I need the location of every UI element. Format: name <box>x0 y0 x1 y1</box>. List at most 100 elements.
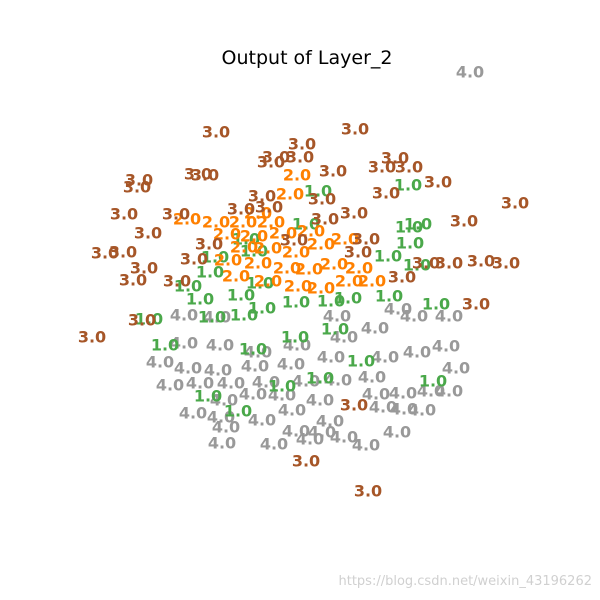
point-label-3-0: 3.0 <box>467 252 495 271</box>
point-label-3-0: 3.0 <box>286 148 314 167</box>
point-label-2-0: 2.0 <box>284 277 312 296</box>
point-label-3-0: 3.0 <box>110 205 138 224</box>
point-label-1-0: 1.0 <box>282 293 310 312</box>
point-label-3-0: 3.0 <box>388 268 416 287</box>
point-label-4-0: 4.0 <box>442 359 470 378</box>
point-label-4-0: 4.0 <box>296 430 324 449</box>
point-label-4-0: 4.0 <box>456 63 484 82</box>
point-label-4-0: 4.0 <box>248 411 276 430</box>
point-label-2-0: 2.0 <box>269 224 297 243</box>
point-label-3-0: 3.0 <box>292 452 320 471</box>
point-label-4-0: 4.0 <box>244 343 272 362</box>
point-label-1-0: 1.0 <box>268 377 296 396</box>
point-label-2-0: 2.0 <box>273 259 301 278</box>
point-label-1-0: 1.0 <box>419 372 447 391</box>
point-label-1-0: 1.0 <box>240 242 268 261</box>
point-label-2-0: 2.0 <box>358 272 386 291</box>
point-label-2-0: 2.0 <box>244 254 272 273</box>
point-label-4-0: 4.0 <box>210 391 238 410</box>
point-label-4-0: 4.0 <box>323 307 351 326</box>
point-label-4-0: 4.0 <box>317 348 345 367</box>
point-label-3-0: 3.0 <box>255 198 283 217</box>
point-label-1-0: 1.0 <box>246 274 274 293</box>
point-label-2-0: 2.0 <box>244 204 272 223</box>
point-label-2-0: 2.0 <box>331 230 359 249</box>
point-label-3-0: 3.0 <box>424 173 452 192</box>
point-label-1-0: 1.0 <box>239 340 267 359</box>
point-label-3-0: 3.0 <box>352 230 380 249</box>
point-label-2-0: 2.0 <box>345 259 373 278</box>
point-label-1-0: 1.0 <box>422 295 450 314</box>
point-label-4-0: 4.0 <box>239 385 267 404</box>
point-label-2-0: 2.0 <box>202 213 230 232</box>
point-label-3-0: 3.0 <box>412 254 440 273</box>
point-label-4-0: 4.0 <box>403 343 431 362</box>
point-label-4-0: 4.0 <box>212 418 240 437</box>
point-label-4-0: 4.0 <box>389 384 417 403</box>
point-label-3-0: 3.0 <box>248 187 276 206</box>
point-label-2-0: 2.0 <box>229 213 257 232</box>
point-label-1-0: 1.0 <box>347 352 375 371</box>
point-label-3-0: 3.0 <box>163 272 191 291</box>
point-label-3-0: 3.0 <box>78 328 106 347</box>
point-label-3-0: 3.0 <box>184 165 212 184</box>
point-label-1-0: 1.0 <box>403 256 431 275</box>
point-label-4-0: 4.0 <box>179 404 207 423</box>
point-label-1-0: 1.0 <box>232 230 260 249</box>
point-label-2-0: 2.0 <box>230 238 258 257</box>
point-label-3-0: 3.0 <box>372 184 400 203</box>
point-label-4-0: 4.0 <box>186 374 214 393</box>
point-label-4-0: 4.0 <box>156 376 184 395</box>
point-label-1-0: 1.0 <box>224 402 252 421</box>
point-label-2-0: 2.0 <box>257 213 285 232</box>
point-label-2-0: 2.0 <box>283 166 311 185</box>
point-label-3-0: 3.0 <box>91 244 119 263</box>
point-label-4-0: 4.0 <box>207 408 235 427</box>
point-label-4-0: 4.0 <box>268 386 296 405</box>
point-label-4-0: 4.0 <box>361 319 389 338</box>
point-label-3-0: 3.0 <box>119 271 147 290</box>
point-label-4-0: 4.0 <box>330 428 358 447</box>
point-label-1-0: 1.0 <box>186 290 214 309</box>
point-label-1-0: 1.0 <box>321 320 349 339</box>
point-label-4-0: 4.0 <box>352 436 380 455</box>
point-label-3-0: 3.0 <box>257 153 285 172</box>
point-label-3-0: 3.0 <box>501 194 529 213</box>
point-label-3-0: 3.0 <box>195 235 223 254</box>
point-label-4-0: 4.0 <box>369 398 397 417</box>
point-label-1-0: 1.0 <box>374 247 402 266</box>
point-label-2-0: 2.0 <box>320 255 348 274</box>
chart-title: Output of Layer_2 <box>222 47 393 69</box>
point-label-1-0: 1.0 <box>396 234 424 253</box>
point-label-3-0: 3.0 <box>134 224 162 243</box>
point-label-1-0: 1.0 <box>395 218 423 237</box>
point-label-4-0: 4.0 <box>260 435 288 454</box>
point-label-3-0: 3.0 <box>123 178 151 197</box>
point-label-2-0: 2.0 <box>335 272 363 291</box>
point-label-3-0: 3.0 <box>492 254 520 273</box>
point-label-2-0: 2.0 <box>222 267 250 286</box>
point-label-4-0: 4.0 <box>241 357 269 376</box>
point-label-3-0: 3.0 <box>130 259 158 278</box>
point-label-4-0: 4.0 <box>383 423 411 442</box>
point-label-4-0: 4.0 <box>435 307 463 326</box>
point-label-4-0: 4.0 <box>330 328 358 347</box>
point-label-4-0: 4.0 <box>316 412 344 431</box>
point-label-3-0: 3.0 <box>128 311 156 330</box>
point-label-4-0: 4.0 <box>417 382 445 401</box>
point-label-3-0: 3.0 <box>125 171 153 190</box>
point-label-2-0: 2.0 <box>240 227 268 246</box>
point-label-3-0: 3.0 <box>280 231 308 250</box>
point-label-4-0: 4.0 <box>362 385 390 404</box>
watermark-text: https://blog.csdn.net/weixin_43196262 <box>338 574 592 589</box>
point-label-2-0: 2.0 <box>295 260 323 279</box>
point-label-3-0: 3.0 <box>191 166 219 185</box>
point-label-1-0: 1.0 <box>306 369 334 388</box>
point-label-1-0: 1.0 <box>227 286 255 305</box>
point-label-4-0: 4.0 <box>204 361 232 380</box>
point-label-3-0: 3.0 <box>202 123 230 142</box>
point-label-1-0: 1.0 <box>230 306 258 325</box>
point-label-3-0: 3.0 <box>381 149 409 168</box>
point-label-4-0: 4.0 <box>252 373 280 392</box>
point-label-1-0: 1.0 <box>281 328 309 347</box>
